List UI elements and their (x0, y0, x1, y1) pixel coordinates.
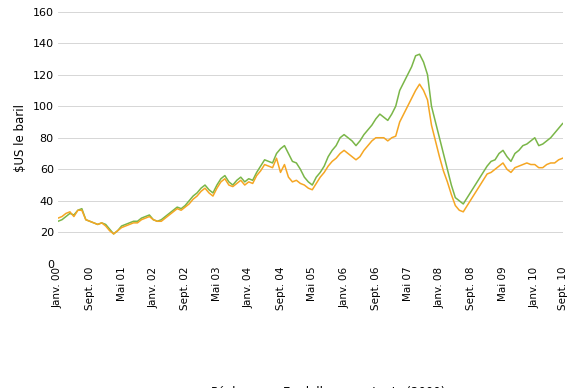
Legend: Réel, En dollars constants (2000): Réel, En dollars constants (2000) (171, 382, 450, 388)
Y-axis label: $US le baril: $US le baril (14, 104, 27, 172)
